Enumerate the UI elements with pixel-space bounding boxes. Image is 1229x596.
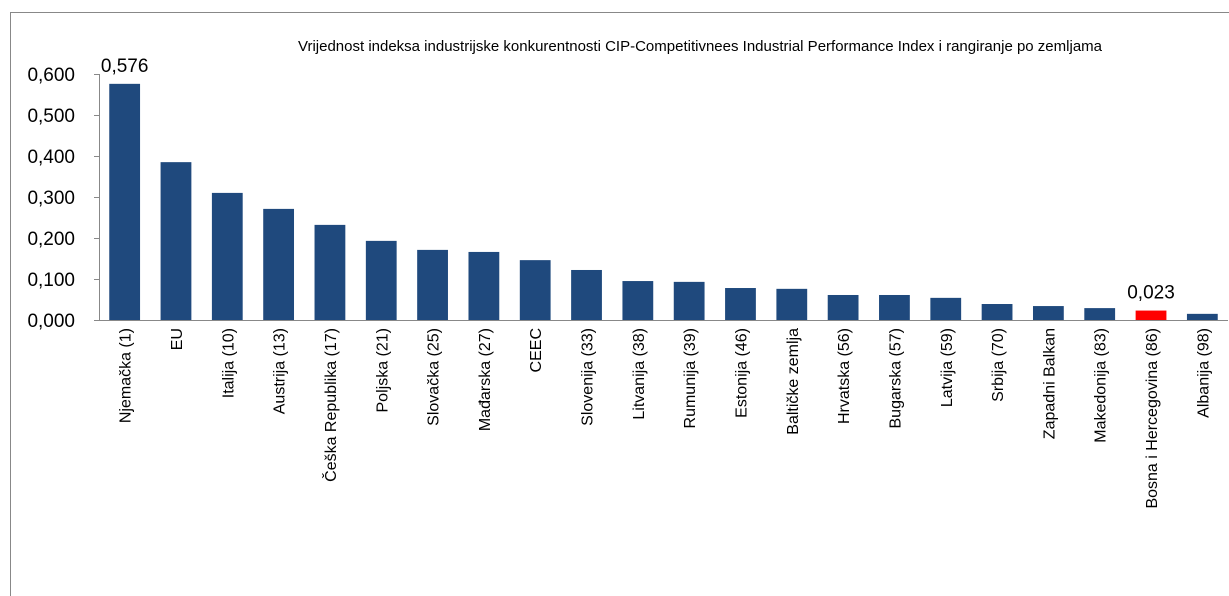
x-tick-label: Srbija (70): [990, 328, 1007, 402]
bar: [879, 294, 910, 320]
bar: [622, 281, 654, 320]
bar: [365, 240, 397, 320]
x-tick-label: Makedonija (83): [1093, 328, 1110, 443]
bar: [211, 192, 243, 320]
title-box: Vrijednost indeksa industrijske konkuren…: [298, 38, 1102, 55]
bar: [1032, 306, 1064, 320]
x-tick-label: Rumunija (39): [682, 328, 699, 428]
x-tick-label: Poljska (21): [374, 328, 391, 412]
bar: [981, 304, 1013, 320]
x-tick-label: Bosna i Hercegovina (86): [1144, 328, 1161, 509]
x-tick-label: Albanija (98): [1195, 328, 1212, 418]
y-tick-label: 0,300: [27, 188, 75, 209]
bar: [160, 162, 192, 320]
bar: [1084, 308, 1116, 320]
bar: [725, 288, 756, 320]
x-tick-label: Italija (10): [220, 328, 237, 398]
x-tick-label: EU: [169, 328, 186, 350]
x-tick-label: Zapadni Balkan: [1041, 328, 1058, 439]
x-tick-label: Slovačka (25): [426, 328, 443, 426]
bar: [519, 260, 551, 320]
x-tick-label: CEEC: [528, 328, 545, 372]
y-tick-label: 0,100: [27, 270, 75, 291]
data-label: 0,576: [101, 56, 149, 77]
x-tick-label: Hrvatska (56): [836, 328, 853, 424]
bar: [417, 249, 448, 320]
bar: [673, 281, 705, 320]
bar: [1186, 313, 1218, 320]
bar: [109, 83, 141, 320]
x-tick-label: Litvanija (38): [631, 328, 648, 420]
data-label: 0,023: [1127, 283, 1175, 304]
bar: [263, 208, 295, 320]
bar: [930, 297, 962, 320]
x-tick-label: Slovenija (33): [580, 328, 597, 426]
y-tick-label: 0,200: [27, 229, 75, 250]
x-tick-label: Njemačka (1): [118, 328, 135, 423]
x-tick-label: Češka Republika (17): [321, 328, 340, 482]
y-tick-label: 0,000: [27, 311, 75, 332]
x-tick-label: Baltičke zemlja: [785, 328, 802, 435]
x-tick-label: Bugarska (57): [887, 328, 904, 429]
bar: [1135, 310, 1167, 320]
y-tick-label: 0,400: [27, 147, 75, 168]
bar: [776, 288, 808, 320]
bar: [468, 251, 500, 320]
x-tick-label: Mađarska (27): [477, 328, 494, 431]
chart-title: Vrijednost indeksa industrijske konkuren…: [298, 38, 1102, 55]
y-tick-label: 0,600: [27, 65, 75, 86]
bar: [314, 224, 346, 320]
y-tick-label: 0,500: [27, 106, 75, 127]
bar: [571, 269, 602, 320]
x-tick-label: Austrija (13): [272, 328, 289, 414]
x-tick-label: Estonija (46): [733, 328, 750, 418]
x-tick-label: Latvija (59): [939, 328, 956, 407]
bar: [827, 294, 859, 320]
